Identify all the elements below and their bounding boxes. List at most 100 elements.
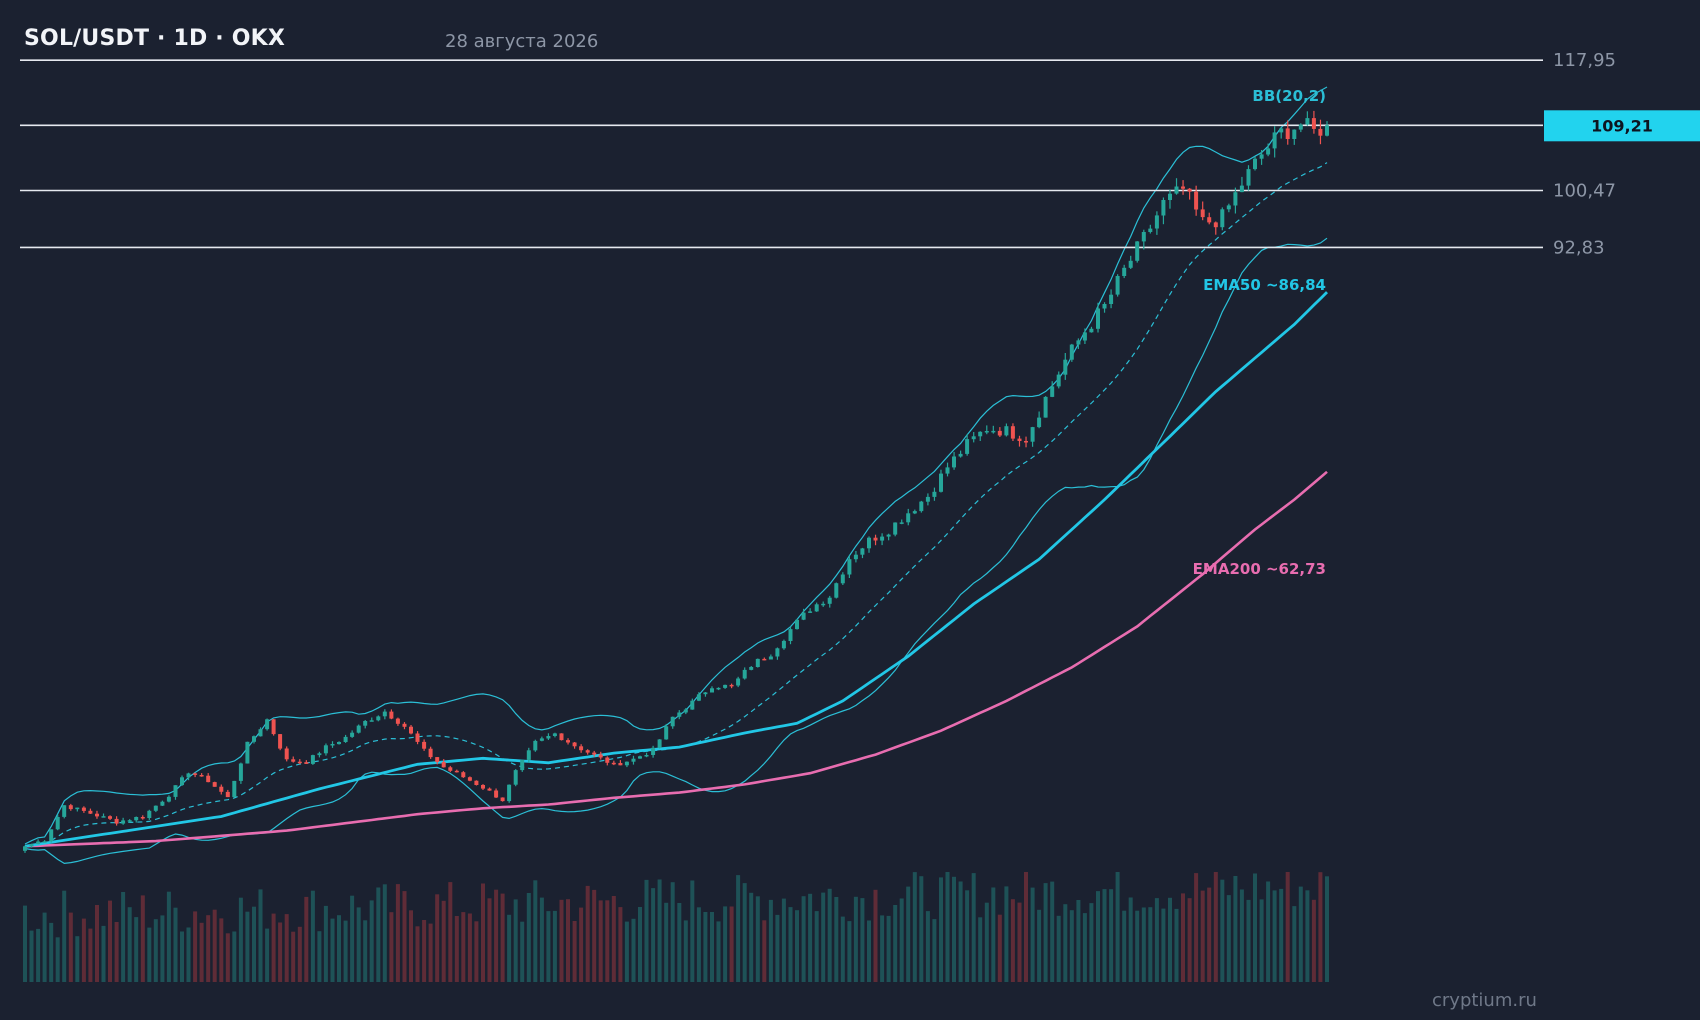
volume-bar	[68, 912, 73, 982]
candle-body	[219, 786, 224, 792]
candle-body	[945, 467, 950, 474]
volume-bar	[808, 893, 813, 982]
volume-bar	[559, 899, 564, 982]
candle-body	[147, 810, 152, 818]
volume-bar	[834, 897, 839, 982]
volume-bar	[677, 903, 682, 982]
volume-bar	[638, 907, 642, 982]
volume-bar	[1050, 881, 1055, 982]
candle-body	[265, 719, 270, 730]
volume-bar	[1069, 910, 1074, 982]
candle-body	[278, 734, 283, 749]
candle-body	[409, 726, 413, 734]
candle-body	[481, 785, 485, 789]
volume-bar	[369, 900, 374, 982]
candle-body	[860, 548, 865, 555]
candle-body	[36, 841, 41, 845]
volume-bar	[1082, 913, 1087, 982]
volume-bar	[1194, 873, 1199, 982]
volume-bar	[199, 922, 204, 982]
volume-bar	[801, 896, 806, 982]
volume-bar	[147, 927, 152, 982]
volume-bar	[991, 887, 996, 982]
volume-bar	[1253, 873, 1257, 982]
candle-body	[670, 716, 675, 727]
level-label: 92,83	[1553, 237, 1605, 258]
candle-body	[402, 723, 407, 727]
volume-bar	[696, 907, 701, 982]
level-label: 100,47	[1553, 180, 1616, 201]
candle-body	[853, 554, 858, 560]
volume-bar	[1233, 876, 1238, 982]
candle-body	[81, 807, 86, 811]
volume-bar	[487, 898, 492, 982]
candle-body	[448, 767, 453, 771]
candle-body	[867, 537, 871, 549]
ema200-label: EMA200 ~62,73	[1193, 560, 1326, 578]
price-levels: 117,95 100,47 92,83	[20, 50, 1616, 258]
chart-labels: BB(20,2) EMA50 ~86,84 EMA200 ~62,73	[1193, 87, 1326, 578]
volume-bar	[795, 910, 799, 982]
candle-body	[795, 619, 799, 630]
volume-bar	[1200, 890, 1205, 982]
volume-bar	[134, 917, 139, 982]
candle-body	[88, 810, 93, 814]
volume-bar	[736, 875, 741, 982]
candle-body	[173, 785, 178, 797]
volume-bar	[670, 882, 675, 982]
volume-bar	[461, 912, 466, 982]
candle-body	[696, 694, 701, 701]
candle-body	[95, 813, 99, 817]
candle-body	[984, 431, 989, 433]
candle-body	[592, 752, 597, 755]
volume-bar	[500, 893, 505, 982]
volume-bar	[284, 914, 289, 982]
candle-body	[1305, 118, 1310, 125]
volume-bar	[121, 892, 126, 982]
candle-body	[140, 817, 145, 819]
volume-bar	[363, 920, 368, 982]
candle-body	[225, 791, 230, 798]
candle-body	[330, 744, 335, 746]
volume-bar	[1207, 887, 1212, 982]
volume-bar	[1272, 890, 1277, 982]
ema50-line	[24, 291, 1328, 848]
candle-body	[971, 436, 976, 440]
volume-bar	[415, 926, 420, 982]
volume-bar	[840, 916, 845, 982]
volume-bar	[605, 900, 610, 982]
candle-body	[153, 805, 158, 811]
volume-bar	[1311, 899, 1316, 982]
volume-bar	[965, 890, 970, 982]
volume-bar	[330, 918, 335, 982]
candle-body	[598, 754, 603, 758]
candle-body	[1076, 340, 1081, 345]
candle-body	[821, 603, 826, 606]
candle-body	[1082, 332, 1087, 341]
candle-body	[1069, 344, 1074, 360]
bollinger-label: BB(20,2)	[1252, 87, 1326, 105]
volume-bar	[1168, 897, 1172, 982]
volume-bar	[1187, 898, 1192, 982]
volume-bar	[108, 900, 112, 982]
candle-body	[1017, 438, 1022, 441]
volume-bar	[1292, 906, 1297, 982]
candle-body	[1168, 193, 1172, 200]
candle-body	[611, 762, 616, 765]
candle-body	[1174, 186, 1179, 194]
volume-bar	[906, 886, 911, 982]
candle-body	[939, 473, 943, 492]
candle-body	[494, 790, 499, 798]
bollinger-upper-line	[24, 86, 1328, 845]
volume-bar	[520, 921, 525, 982]
volume-bar	[1266, 881, 1271, 982]
level-label: 117,95	[1553, 50, 1616, 71]
volume-bar	[533, 880, 538, 982]
candle-body	[1056, 374, 1061, 387]
candle-body	[1109, 294, 1114, 304]
candle-body	[1043, 396, 1048, 418]
volume-bar	[1056, 915, 1061, 982]
candle-body	[1148, 228, 1153, 232]
volume-bar	[95, 905, 99, 982]
